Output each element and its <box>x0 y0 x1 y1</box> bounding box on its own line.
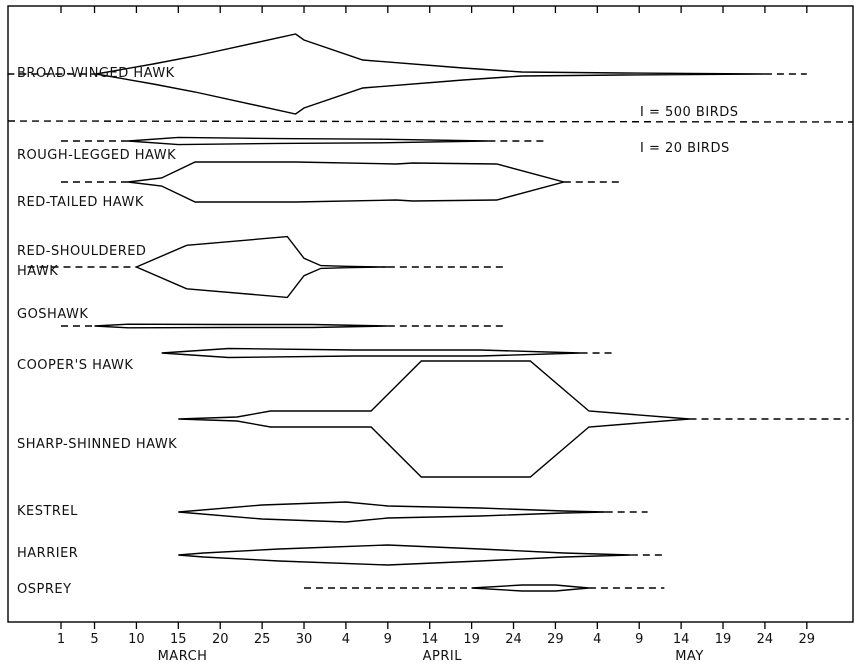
series-cooper-s-hawk-shape <box>161 347 581 359</box>
series-osprey: OSPREY <box>17 582 665 597</box>
series-red-tailed-hawk: RED-TAILED HAWK <box>17 161 623 210</box>
series-osprey-shape <box>471 584 589 592</box>
x-tick-label-2: 10 <box>128 632 145 647</box>
x-tick-label-10: 19 <box>463 632 480 647</box>
series-red-shouldered-hawk: RED-SHOULDERED HAWK <box>17 235 506 299</box>
x-tick-label-14: 9 <box>635 632 643 647</box>
month-label-april: APRIL <box>423 649 463 664</box>
series-kestrel: KESTREL <box>17 501 648 523</box>
x-tick-label-18: 29 <box>799 632 816 647</box>
series-kestrel-label-0: KESTREL <box>17 504 78 519</box>
series-kestrel-shape <box>178 501 606 523</box>
x-tick-label-7: 4 <box>342 632 350 647</box>
series-sharp-shinned-hawk-shape <box>178 360 690 478</box>
x-tick-label-11: 24 <box>505 632 522 647</box>
series-red-shouldered-hawk-label-1: HAWK <box>17 264 58 279</box>
series-broad-winged-hawk-shape <box>96 33 765 115</box>
series-harrier-label-0: HARRIER <box>17 546 78 561</box>
series-broad-winged-hawk: BROAD-WINGED HAWK <box>7 33 807 115</box>
x-tick-label-13: 4 <box>593 632 601 647</box>
series-sharp-shinned-hawk: SHARP-SHINNED HAWK <box>17 360 849 478</box>
series-red-tailed-hawk-label-0: RED-TAILED HAWK <box>17 195 144 210</box>
series-broad-winged-hawk-label-0: BROAD-WINGED HAWK <box>17 66 175 81</box>
series-sharp-shinned-hawk-label-0: SHARP-SHINNED HAWK <box>17 437 177 452</box>
x-tick-label-4: 20 <box>212 632 229 647</box>
legend-scale-0: I = 500 BIRDS <box>640 105 738 120</box>
x-tick-label-6: 30 <box>296 632 313 647</box>
x-tick-label-16: 19 <box>715 632 732 647</box>
series-cooper-s-hawk: COOPER'S HAWK <box>17 347 615 373</box>
x-tick-label-0: 1 <box>57 632 65 647</box>
series-harrier-shape <box>178 544 631 566</box>
x-tick-label-12: 29 <box>547 632 564 647</box>
series-goshawk-shape <box>94 323 388 329</box>
x-tick-label-15: 14 <box>673 632 690 647</box>
legend-scale-1: I = 20 BIRDS <box>640 141 730 156</box>
month-label-march: MARCH <box>158 649 208 664</box>
month-label-may: MAY <box>675 649 704 664</box>
series-rough-legged-hawk: ROUGH-LEGGED HAWK <box>17 136 548 163</box>
x-tick-label-1: 5 <box>90 632 98 647</box>
series-goshawk: GOSHAWK <box>17 307 506 329</box>
series-red-tailed-hawk-shape <box>127 161 567 203</box>
x-tick-label-5: 25 <box>254 632 271 647</box>
series-harrier: HARRIER <box>17 544 665 566</box>
series-osprey-label-0: OSPREY <box>17 582 72 597</box>
series-rough-legged-hawk-shape <box>127 136 489 146</box>
x-tick-label-3: 15 <box>170 632 187 647</box>
scale-separator-line <box>7 120 854 123</box>
plot-frame <box>7 5 854 623</box>
x-tick-label-9: 14 <box>421 632 438 647</box>
x-tick-label-17: 24 <box>757 632 774 647</box>
series-red-shouldered-hawk-shape <box>134 235 388 299</box>
series-cooper-s-hawk-label-0: COOPER'S HAWK <box>17 358 133 373</box>
series-goshawk-label-0: GOSHAWK <box>17 307 88 322</box>
series-rough-legged-hawk-label-0: ROUGH-LEGGED HAWK <box>17 148 176 163</box>
x-tick-label-8: 9 <box>384 632 392 647</box>
series-red-shouldered-hawk-label-0: RED-SHOULDERED <box>17 244 146 259</box>
